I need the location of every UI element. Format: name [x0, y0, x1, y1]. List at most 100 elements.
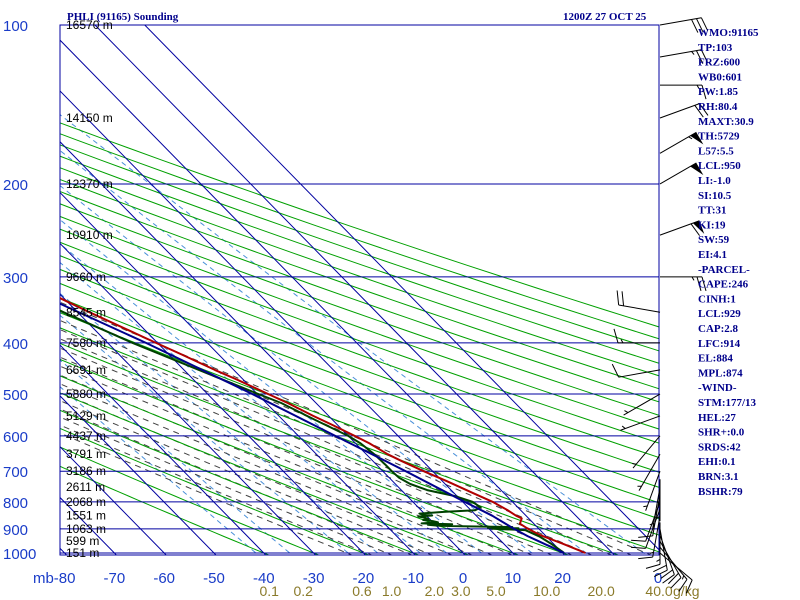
- wind-barb: [659, 103, 709, 119]
- height-label: 1063 m: [66, 522, 106, 536]
- wind-barb-staff: [652, 486, 661, 529]
- mixing-ratio-tick-label: 2.0: [425, 583, 445, 599]
- height-label: 14150 m: [66, 111, 113, 125]
- dry-adiabat: [60, 122, 659, 328]
- wind-barb: [659, 49, 709, 64]
- wind-barb: [638, 494, 661, 538]
- height-label: 7580 m: [66, 336, 106, 350]
- wind-barb-flag: [692, 220, 705, 234]
- dry-adiabat: [60, 190, 659, 403]
- wind-barb-feather: [653, 564, 667, 573]
- mixing-ratio-line: [60, 386, 260, 555]
- temperature-tick-label: -20: [353, 570, 375, 587]
- moist-adiabat: [60, 356, 534, 555]
- height-label: 5129 m: [66, 409, 106, 423]
- wind-barb: [649, 486, 661, 529]
- wind-barb-feather: [701, 85, 707, 100]
- pressure-tick-label: 800: [3, 495, 28, 512]
- height-label: 10910 m: [66, 228, 113, 242]
- series-temperature: [60, 297, 586, 554]
- temperature-axis: -80 -70 -60 -50 -40 -30 -20 -10 0 10 20 0: [54, 570, 662, 587]
- mixing-ratio-tick-label: 3.0: [451, 583, 471, 599]
- wind-barb-half-feather: [691, 276, 695, 281]
- wind-barb: [659, 131, 704, 154]
- index-value: SW:59: [698, 234, 730, 246]
- sounding-traces: [60, 297, 586, 554]
- pressure-tick-label: 600: [3, 429, 28, 446]
- temperature-tick-label: 0: [459, 570, 467, 587]
- height-label: 3791 m: [66, 447, 106, 461]
- wind-barb: [643, 471, 661, 511]
- temperature-tick-label: -40: [253, 570, 275, 587]
- moist-adiabat: [60, 400, 434, 555]
- dry-adiabat: [60, 427, 370, 555]
- height-label: 2068 m: [66, 495, 106, 509]
- moist-adiabat: [60, 408, 414, 555]
- index-value: HEL:27: [698, 412, 736, 424]
- wind-barb-feather: [690, 223, 700, 236]
- pressure-tick-label: 100: [3, 18, 28, 35]
- height-label: 3186 m: [66, 464, 106, 478]
- wind-barb: [638, 515, 661, 560]
- wind-barb-feather: [700, 49, 709, 64]
- wind-barb: [616, 290, 661, 313]
- pressure-tick-label: 700: [3, 464, 28, 481]
- wind-barb-staff: [659, 49, 702, 58]
- index-value: BRN:3.1: [698, 471, 739, 483]
- pressure-tick-label: 300: [3, 270, 28, 287]
- mixing-ratio-tick-label: 0.1: [259, 583, 279, 599]
- dry-adiabat: [60, 446, 320, 555]
- moist-adiabat: [60, 416, 394, 555]
- height-label: 16570 m: [66, 18, 113, 32]
- wind-barb-feather: [616, 290, 620, 306]
- temperature-tick-label: 20: [554, 570, 571, 587]
- index-value: LCL:929: [698, 308, 741, 320]
- isotherm: [60, 39, 566, 555]
- wind-barb-feather: [699, 103, 709, 116]
- dry-adiabat: [60, 375, 520, 555]
- wind-barb-feather: [613, 328, 619, 344]
- wind-barb: [637, 453, 661, 491]
- index-value: MAXT:30.9: [698, 116, 754, 128]
- dry-adiabat: [60, 144, 659, 352]
- wind-barb: [645, 522, 661, 569]
- temperature-tick-label: -30: [303, 570, 325, 587]
- wind-barb-feather: [631, 546, 646, 549]
- isotherm: [94, 25, 616, 555]
- dry-adiabat: [60, 178, 659, 390]
- wind-barb-feather: [631, 539, 646, 542]
- pressure-tick-label: 200: [3, 177, 28, 194]
- dry-adiabat: [60, 268, 659, 488]
- wind-barb-staff: [652, 494, 661, 537]
- height-label: 599 m: [66, 534, 99, 548]
- mixing-ratio-unit: g/kg: [673, 583, 699, 599]
- mixing-ratio-line: [60, 359, 293, 555]
- wind-barb-staff: [645, 471, 661, 511]
- wind-barb-half-feather: [624, 410, 629, 413]
- index-value: -WIND-: [698, 382, 737, 394]
- mixing-ratio-line: [60, 314, 352, 555]
- wind-barb: [659, 17, 709, 33]
- dry-adiabat: [60, 228, 659, 444]
- wind-barb-feather: [668, 572, 679, 585]
- dry-adiabat: [60, 297, 659, 520]
- dry-adiabats: [60, 122, 659, 555]
- temperature-tick-label: -10: [402, 570, 424, 587]
- wind-barb-feather: [685, 579, 693, 594]
- wind-barb-staff: [645, 508, 661, 549]
- chart-time: 1200Z 27 OCT 25: [563, 11, 647, 23]
- height-label: 9660 m: [66, 270, 106, 284]
- wind-barb-staff: [659, 162, 697, 185]
- wind-barb-half-feather: [621, 425, 626, 429]
- temperature-tick-label: -70: [104, 570, 126, 587]
- height-label: 4437 m: [66, 429, 106, 443]
- height-label: 5880 m: [66, 387, 106, 401]
- index-value: SHR+:0.0: [698, 427, 745, 439]
- dry-adiabat: [60, 241, 659, 459]
- height-label: 8545 m: [66, 305, 106, 319]
- wind-barb-half-feather: [691, 51, 695, 55]
- wind-barb-feather: [670, 577, 682, 589]
- dry-adiabat: [60, 215, 659, 430]
- index-value: WMO:91165: [698, 27, 759, 39]
